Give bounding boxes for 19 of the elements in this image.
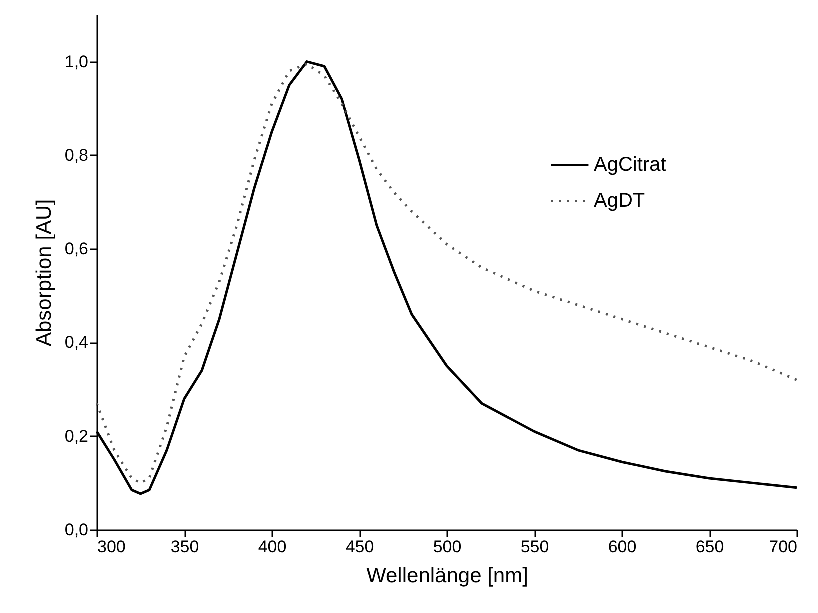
legend-label: AgDT bbox=[594, 190, 646, 212]
y-tick-label: 0,8 bbox=[64, 146, 88, 165]
y-axis-title: Absorption [AU] bbox=[32, 199, 56, 347]
y-tick-label: 0,2 bbox=[64, 426, 88, 446]
x-tick-label: 600 bbox=[608, 538, 637, 556]
x-tick-label: 700 bbox=[769, 538, 798, 556]
x-axis-title: Wellenlänge [nm] bbox=[366, 564, 528, 588]
x-tick-label: 300 bbox=[98, 538, 126, 556]
legend-label: AgCitrat bbox=[594, 154, 667, 176]
x-tick-label: 550 bbox=[520, 538, 550, 556]
x-tick-label: 450 bbox=[346, 538, 374, 556]
x-tick-label: 500 bbox=[433, 538, 462, 556]
y-tick-label: 1,0 bbox=[64, 52, 88, 72]
y-tick-label: 0,0 bbox=[64, 520, 88, 540]
y-tick-label: 0,6 bbox=[64, 240, 88, 259]
x-tick-label: 400 bbox=[258, 538, 287, 556]
x-tick-label: 350 bbox=[170, 538, 200, 556]
y-tick-label: 0,4 bbox=[64, 333, 88, 352]
x-tick-label: 650 bbox=[696, 538, 724, 556]
